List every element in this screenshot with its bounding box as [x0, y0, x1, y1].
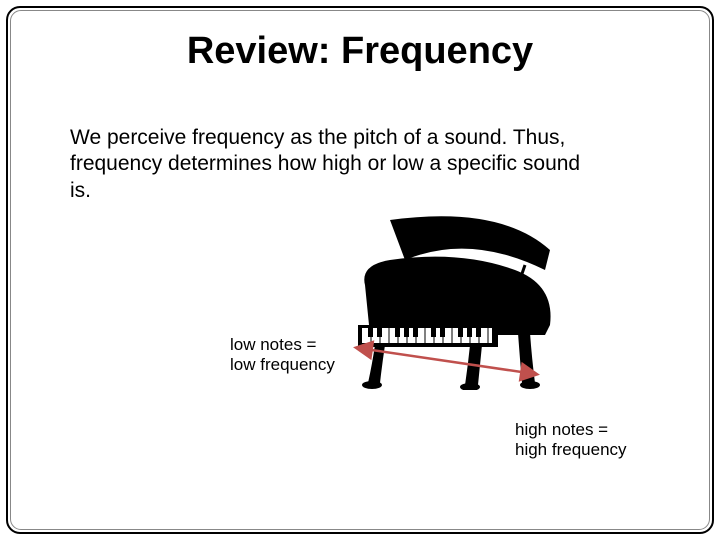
high-notes-label: high notes = high frequency: [515, 420, 627, 461]
low-line2: low frequency: [230, 355, 335, 374]
keyboard-range-arrow-icon: [350, 340, 550, 390]
slide-body-text: We perceive frequency as the pitch of a …: [70, 125, 590, 204]
high-line2: high frequency: [515, 440, 627, 459]
low-notes-label: low notes = low frequency: [230, 335, 335, 376]
low-line1: low notes =: [230, 335, 316, 354]
slide-title: Review: Frequency: [0, 30, 720, 73]
high-line1: high notes =: [515, 420, 608, 439]
